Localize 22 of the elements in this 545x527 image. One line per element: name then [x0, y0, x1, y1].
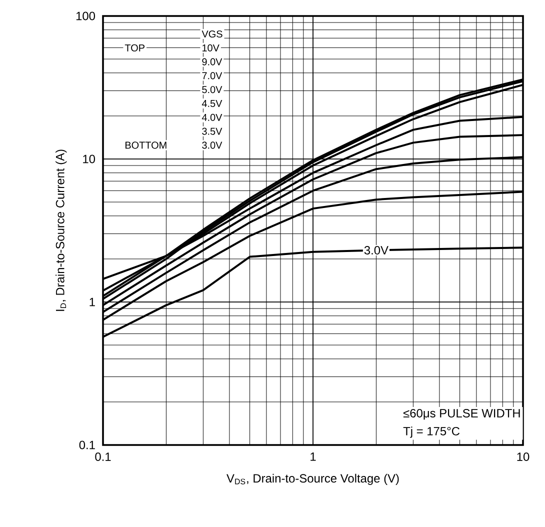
annotation: Tj = 175°C [403, 426, 460, 438]
y-tick-label: 0.1 [79, 440, 95, 450]
annotation: 7.0V [202, 72, 222, 80]
annotation: 3.0V [202, 142, 222, 149]
annotation: 10V [202, 44, 220, 52]
annotation: TOP [124, 44, 144, 52]
annotation: 9.0V [202, 58, 222, 66]
annotation: VGS [202, 30, 222, 38]
annotation: 4.0V [202, 114, 222, 121]
x-axis-title: V$_{DS}$, Drain-to-Source Voltage (V) [226, 474, 399, 485]
x-tick-label: 0.1 [95, 452, 111, 461]
annotation: BOTTOM [126, 142, 166, 149]
annotation: 4.5V [202, 100, 222, 107]
x-tick-label: 1 [310, 452, 316, 461]
y-axis-title: I$_{D}$, Drain-to-Source Current (A) [56, 150, 67, 311]
y-tick-label: 1 [90, 298, 95, 306]
x-tick-label: 10 [517, 452, 530, 461]
annotation: 5.0V [202, 86, 222, 94]
annotation: 3.5V [202, 128, 222, 135]
annotation: ≤60μs PULSE WIDTH [403, 409, 520, 420]
y-tick-label: 100 [76, 12, 96, 20]
y-tick-label: 10 [83, 154, 96, 164]
